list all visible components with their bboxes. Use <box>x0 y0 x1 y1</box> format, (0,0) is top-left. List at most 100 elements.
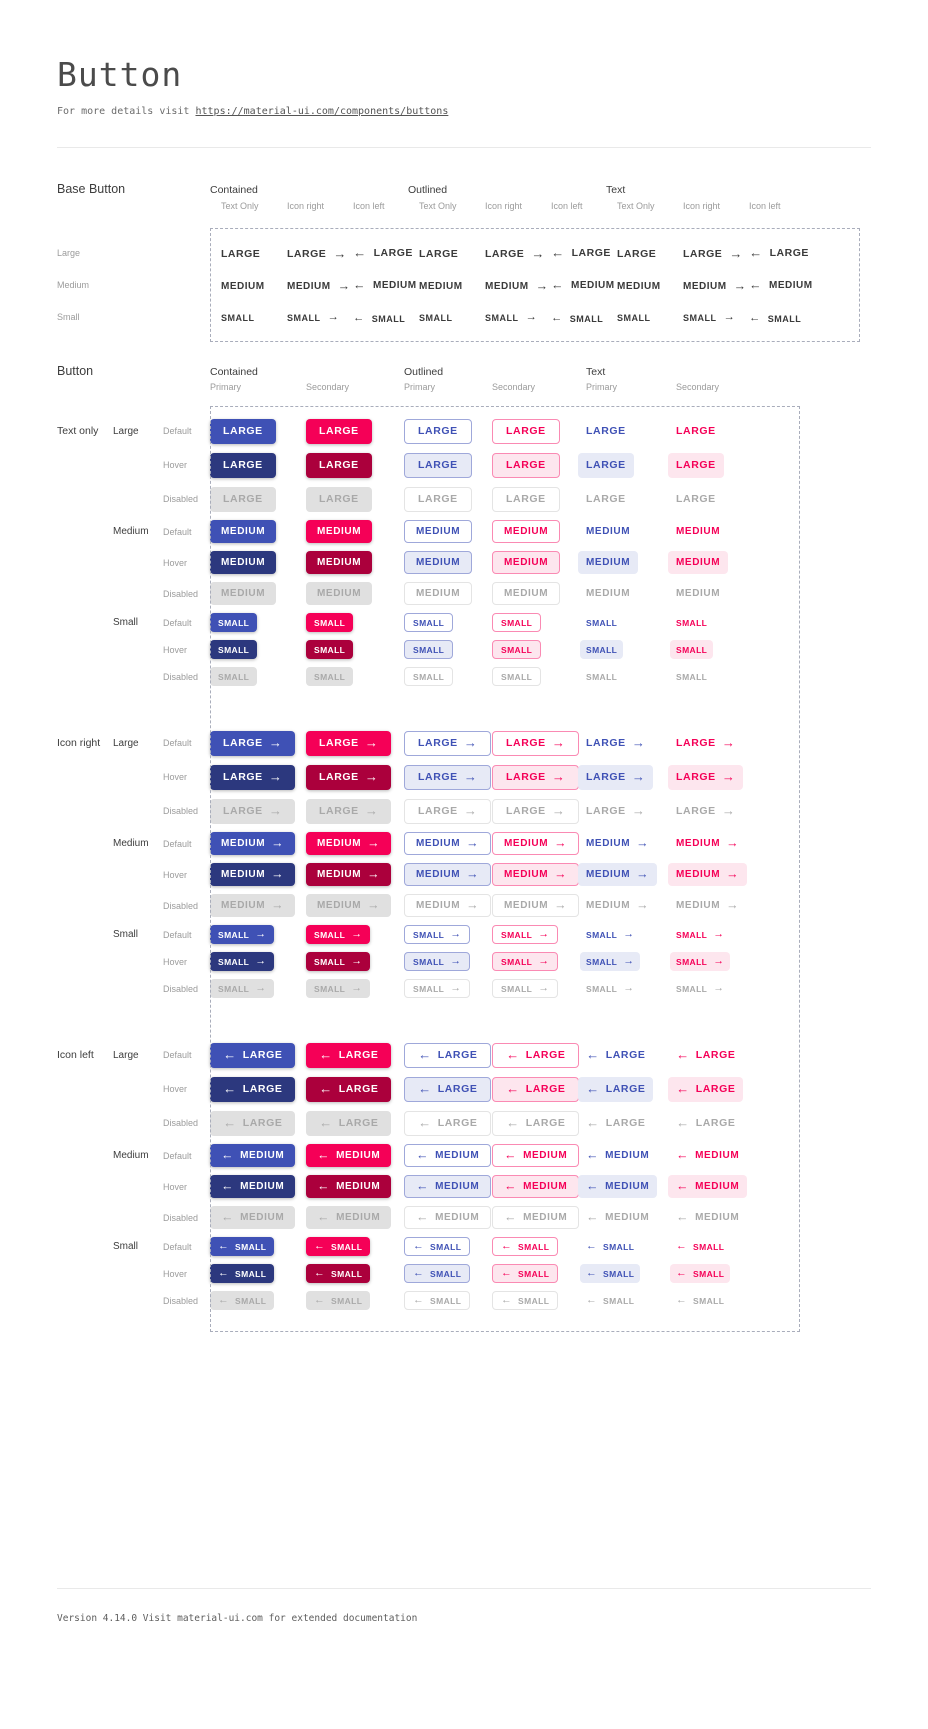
contained-primary-small-disabled-icon-right-button[interactable]: SMALL → <box>210 979 275 998</box>
text-secondary-large-disabled-icon-left-button[interactable]: ← LARGE <box>668 1111 743 1136</box>
contained-primary-medium-default-icon-left-button[interactable]: ← MEDIUM <box>210 1144 296 1167</box>
base-contained-icon-right-small-button[interactable]: SMALL → <box>287 311 339 323</box>
outlined-secondary-medium-hover-icon-right-button[interactable]: MEDIUM → <box>492 863 580 886</box>
text-primary-large-default-icon-right-button[interactable]: LARGE → <box>578 731 653 756</box>
contained-secondary-large-default-text-only-button[interactable]: LARGE <box>306 418 372 444</box>
base-text-text-only-large-button[interactable]: LARGE <box>617 248 656 260</box>
contained-primary-large-hover-icon-left-button[interactable]: ← LARGE <box>210 1076 296 1102</box>
text-secondary-medium-default-icon-left-button[interactable]: ← MEDIUM <box>668 1144 747 1167</box>
text-secondary-small-disabled-text-only-button[interactable]: SMALL <box>670 667 713 686</box>
outlined-primary-large-hover-text-only-button[interactable]: LARGE <box>404 452 472 478</box>
outlined-secondary-small-default-icon-right-button[interactable]: SMALL → <box>492 925 559 944</box>
contained-primary-large-default-icon-left-button[interactable]: ← LARGE <box>210 1042 296 1068</box>
text-primary-medium-default-text-only-button[interactable]: MEDIUM <box>578 520 638 543</box>
text-secondary-small-default-icon-right-button[interactable]: SMALL → <box>670 925 730 944</box>
text-secondary-medium-hover-icon-left-button[interactable]: ← MEDIUM <box>668 1175 748 1198</box>
contained-secondary-large-disabled-icon-right-button[interactable]: LARGE → <box>306 798 392 824</box>
text-primary-medium-disabled-text-only-button[interactable]: MEDIUM <box>578 582 638 605</box>
text-secondary-large-default-icon-left-button[interactable]: ← LARGE <box>668 1043 743 1068</box>
contained-secondary-small-hover-text-only-button[interactable]: SMALL <box>306 640 354 659</box>
outlined-secondary-small-default-icon-left-button[interactable]: ← SMALL <box>492 1237 559 1256</box>
contained-secondary-small-hover-icon-left-button[interactable]: ← SMALL <box>306 1264 371 1283</box>
outlined-secondary-small-disabled-icon-right-button[interactable]: SMALL → <box>492 979 559 998</box>
base-contained-icon-right-medium-button[interactable]: MEDIUM → <box>287 280 351 293</box>
outlined-primary-medium-disabled-text-only-button[interactable]: MEDIUM <box>404 582 473 605</box>
base-outlined-text-only-large-button[interactable]: LARGE <box>419 248 458 260</box>
text-secondary-small-hover-text-only-button[interactable]: SMALL <box>670 640 714 659</box>
contained-primary-small-default-text-only-button[interactable]: SMALL <box>210 613 258 632</box>
text-secondary-small-default-text-only-button[interactable]: SMALL <box>670 613 713 632</box>
contained-secondary-large-disabled-icon-left-button[interactable]: ← LARGE <box>306 1110 392 1136</box>
text-secondary-large-disabled-text-only-button[interactable]: LARGE <box>668 487 724 512</box>
text-secondary-large-default-text-only-button[interactable]: LARGE <box>668 419 724 444</box>
base-contained-icon-left-large-button[interactable]: ← LARGE <box>353 245 413 259</box>
base-outlined-icon-left-large-button[interactable]: ← LARGE <box>551 245 611 259</box>
contained-secondary-large-hover-text-only-button[interactable]: LARGE <box>306 452 372 478</box>
base-outlined-icon-right-medium-button[interactable]: MEDIUM → <box>485 280 549 293</box>
outlined-secondary-large-hover-text-only-button[interactable]: LARGE <box>492 452 560 478</box>
docs-link[interactable]: https://material-ui.com/components/butto… <box>195 106 449 117</box>
base-outlined-icon-right-large-button[interactable]: LARGE → <box>485 247 545 260</box>
text-primary-small-disabled-icon-left-button[interactable]: ← SMALL <box>580 1291 640 1310</box>
contained-primary-medium-disabled-text-only-button[interactable]: MEDIUM <box>210 582 277 605</box>
outlined-primary-medium-disabled-icon-left-button[interactable]: ← MEDIUM <box>404 1206 492 1229</box>
contained-primary-large-hover-text-only-button[interactable]: LARGE <box>210 452 276 478</box>
outlined-primary-medium-hover-icon-right-button[interactable]: MEDIUM → <box>404 863 492 886</box>
outlined-secondary-medium-default-icon-right-button[interactable]: MEDIUM → <box>492 832 580 855</box>
contained-primary-medium-disabled-icon-left-button[interactable]: ← MEDIUM <box>210 1206 296 1229</box>
base-contained-text-only-large-button[interactable]: LARGE <box>221 248 260 260</box>
text-primary-large-hover-icon-left-button[interactable]: ← LARGE <box>578 1076 654 1102</box>
contained-secondary-medium-hover-icon-right-button[interactable]: MEDIUM → <box>306 863 392 886</box>
text-secondary-medium-disabled-icon-right-button[interactable]: MEDIUM → <box>668 894 747 917</box>
contained-secondary-medium-default-icon-left-button[interactable]: ← MEDIUM <box>306 1144 392 1167</box>
base-outlined-icon-left-small-button[interactable]: ← SMALL <box>551 312 603 324</box>
text-primary-small-hover-icon-left-button[interactable]: ← SMALL <box>580 1264 641 1283</box>
contained-secondary-large-default-icon-left-button[interactable]: ← LARGE <box>306 1042 392 1068</box>
contained-primary-small-default-icon-right-button[interactable]: SMALL → <box>210 925 275 944</box>
outlined-secondary-medium-disabled-text-only-button[interactable]: MEDIUM <box>492 582 561 605</box>
outlined-primary-small-hover-text-only-button[interactable]: SMALL <box>404 640 454 659</box>
outlined-secondary-large-disabled-icon-right-button[interactable]: LARGE → <box>492 798 580 824</box>
text-secondary-small-disabled-icon-right-button[interactable]: SMALL → <box>670 979 730 998</box>
text-secondary-small-disabled-icon-left-button[interactable]: ← SMALL <box>670 1291 730 1310</box>
outlined-primary-large-disabled-text-only-button[interactable]: LARGE <box>404 486 472 512</box>
outlined-primary-large-disabled-icon-right-button[interactable]: LARGE → <box>404 798 492 824</box>
text-primary-large-hover-icon-right-button[interactable]: LARGE → <box>578 764 654 790</box>
contained-secondary-small-disabled-icon-right-button[interactable]: SMALL → <box>306 979 371 998</box>
contained-secondary-medium-disabled-icon-right-button[interactable]: MEDIUM → <box>306 894 392 917</box>
outlined-secondary-small-default-text-only-button[interactable]: SMALL <box>492 613 542 632</box>
base-text-icon-left-medium-button[interactable]: ← MEDIUM <box>749 278 813 292</box>
base-contained-icon-left-small-button[interactable]: ← SMALL <box>353 312 405 324</box>
contained-secondary-large-disabled-text-only-button[interactable]: LARGE <box>306 486 372 512</box>
text-secondary-small-hover-icon-right-button[interactable]: SMALL → <box>670 952 731 971</box>
text-primary-medium-hover-text-only-button[interactable]: MEDIUM <box>578 551 639 574</box>
outlined-secondary-small-disabled-icon-left-button[interactable]: ← SMALL <box>492 1291 559 1310</box>
base-outlined-text-only-small-button[interactable]: SMALL <box>419 313 453 323</box>
text-secondary-large-hover-icon-left-button[interactable]: ← LARGE <box>668 1076 744 1102</box>
outlined-secondary-large-default-icon-right-button[interactable]: LARGE → <box>492 730 580 756</box>
text-primary-small-disabled-text-only-button[interactable]: SMALL <box>580 667 623 686</box>
outlined-secondary-small-hover-icon-left-button[interactable]: ← SMALL <box>492 1264 559 1283</box>
contained-secondary-medium-default-icon-right-button[interactable]: MEDIUM → <box>306 832 392 855</box>
base-text-icon-right-large-button[interactable]: LARGE → <box>683 247 743 260</box>
text-secondary-medium-hover-text-only-button[interactable]: MEDIUM <box>668 551 729 574</box>
outlined-secondary-large-disabled-icon-left-button[interactable]: ← LARGE <box>492 1110 580 1136</box>
contained-primary-small-disabled-icon-left-button[interactable]: ← SMALL <box>210 1291 275 1310</box>
outlined-primary-medium-default-icon-left-button[interactable]: ← MEDIUM <box>404 1144 492 1167</box>
contained-secondary-small-default-icon-right-button[interactable]: SMALL → <box>306 925 371 944</box>
contained-primary-large-disabled-icon-left-button[interactable]: ← LARGE <box>210 1110 296 1136</box>
text-primary-small-disabled-icon-right-button[interactable]: SMALL → <box>580 979 640 998</box>
outlined-primary-medium-hover-icon-left-button[interactable]: ← MEDIUM <box>404 1175 492 1198</box>
outlined-secondary-medium-hover-icon-left-button[interactable]: ← MEDIUM <box>492 1175 580 1198</box>
base-contained-text-only-small-button[interactable]: SMALL <box>221 313 255 323</box>
outlined-primary-large-default-text-only-button[interactable]: LARGE <box>404 418 472 444</box>
outlined-secondary-medium-disabled-icon-left-button[interactable]: ← MEDIUM <box>492 1206 580 1229</box>
text-primary-large-default-icon-left-button[interactable]: ← LARGE <box>578 1043 653 1068</box>
contained-primary-medium-hover-icon-left-button[interactable]: ← MEDIUM <box>210 1175 296 1198</box>
contained-primary-medium-default-text-only-button[interactable]: MEDIUM <box>210 520 277 543</box>
text-secondary-medium-default-icon-right-button[interactable]: MEDIUM → <box>668 832 747 855</box>
text-secondary-large-hover-text-only-button[interactable]: LARGE <box>668 452 724 478</box>
outlined-secondary-medium-default-icon-left-button[interactable]: ← MEDIUM <box>492 1144 580 1167</box>
contained-secondary-medium-disabled-text-only-button[interactable]: MEDIUM <box>306 582 373 605</box>
base-contained-icon-right-large-button[interactable]: LARGE → <box>287 247 347 260</box>
